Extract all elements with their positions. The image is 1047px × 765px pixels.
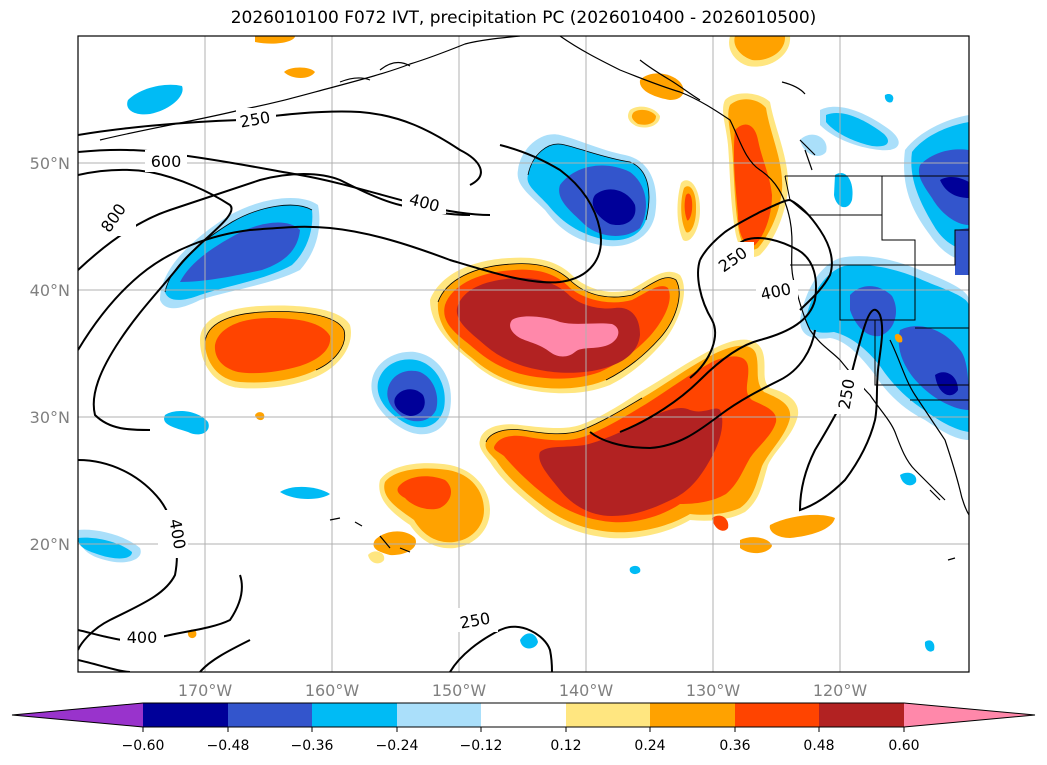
latitude-labels: 50°N 40°N 30°N 20°N (30, 154, 70, 554)
colorbar-tick: −0.48 (207, 738, 250, 754)
colorbar-tick: −0.24 (376, 738, 419, 754)
colorbar-extend-high (904, 703, 1035, 727)
lat-label: 50°N (30, 154, 70, 173)
colorbar-segment (397, 703, 481, 727)
colorbar-tick: 0.24 (634, 738, 665, 754)
lon-label: 150°W (432, 681, 487, 700)
colorbar-segment (819, 703, 904, 727)
colorbar-segment (312, 703, 397, 727)
colorbar-tick: −0.60 (122, 738, 165, 754)
longitude-labels: 170°W 160°W 150°W 140°W 130°W 120°W (178, 681, 868, 700)
lat-label: 20°N (30, 535, 70, 554)
colorbar-tick: −0.12 (460, 738, 503, 754)
lon-label: 130°W (686, 681, 741, 700)
map-area: 250 600 400 800 250 400 250 400 400 250 (78, 36, 969, 672)
colorbar-segment (481, 703, 566, 727)
contour-label: 400 (127, 628, 158, 647)
lat-label: 30°N (30, 408, 70, 427)
colorbar-extend-low (12, 703, 143, 727)
contour-label-backgrounds (100, 108, 864, 648)
lon-label: 120°W (813, 681, 868, 700)
borders (784, 175, 969, 401)
colorbar-tick: 0.60 (888, 738, 919, 754)
colorbar-segment (566, 703, 650, 727)
colorbar-segment (650, 703, 735, 727)
graticule (78, 36, 969, 672)
map-title: 2026010100 F072 IVT, precipitation PC (2… (230, 8, 817, 28)
lon-label: 160°W (305, 681, 360, 700)
colorbar-tick: 0.48 (803, 738, 834, 754)
lon-label: 170°W (178, 681, 233, 700)
map-frame (77, 35, 970, 673)
contour-label: 600 (151, 152, 182, 171)
colorbar-tick: −0.36 (291, 738, 334, 754)
colorbar: −0.60 −0.48 −0.36 −0.24 −0.12 0.12 0.24 … (11, 702, 1036, 754)
colorbar-segment (735, 703, 819, 727)
colorbar-segment (228, 703, 312, 727)
positive-precip-areas (187, 36, 903, 639)
lat-label: 40°N (30, 281, 70, 300)
colorbar-segment (143, 703, 228, 727)
colorbar-tick: 0.36 (719, 738, 750, 754)
colorbar-tick: 0.12 (550, 738, 581, 754)
ivt-contours (78, 110, 884, 672)
lon-label: 140°W (559, 681, 614, 700)
